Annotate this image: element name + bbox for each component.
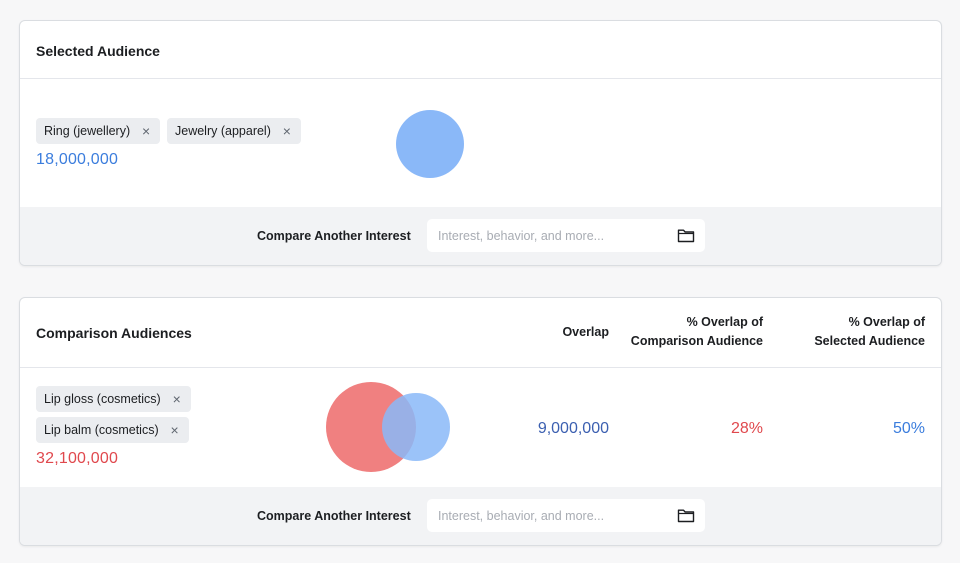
interest-chip-label: Lip balm (cosmetics) [44, 423, 159, 437]
compare-footer: Compare Another Interest [20, 207, 941, 265]
overlap-column-header: Overlap [562, 323, 609, 342]
selected-audience-circle [396, 110, 464, 178]
selected-audience-venn [396, 110, 464, 178]
folder-icon[interactable] [677, 228, 695, 243]
remove-chip-icon[interactable]: × [172, 391, 181, 407]
comparison-audiences-header: Comparison Audiences Overlap % Overlap o… [20, 298, 941, 368]
compare-label: Compare Another Interest [257, 509, 411, 523]
interest-chip-ring[interactable]: Ring (jewellery) × [36, 118, 161, 144]
selected-audience-card: Selected Audience Ring (jewellery) × Jew… [19, 20, 942, 266]
compare-interest-input[interactable] [427, 499, 667, 532]
pct-selected-label-line1: % Overlap of [848, 315, 925, 329]
interest-chip-label: Jewelry (apparel) [175, 124, 271, 138]
pct-comparison-column-header: % Overlap of Comparison Audience [631, 313, 763, 351]
selected-audience-title: Selected Audience [36, 43, 160, 59]
selected-audience-circle [382, 393, 450, 461]
remove-chip-icon[interactable]: × [142, 123, 151, 139]
comparison-audiences-title: Comparison Audiences [36, 325, 192, 341]
overlap-value: 9,000,000 [537, 420, 609, 437]
remove-chip-icon[interactable]: × [282, 123, 291, 139]
interest-chip-lip-gloss[interactable]: Lip gloss (cosmetics) × [36, 386, 191, 412]
comparison-venn-diagram [326, 382, 450, 472]
comparison-audiences-card: Comparison Audiences Overlap % Overlap o… [19, 297, 942, 546]
pct-comparison-label-line2: Comparison Audience [630, 334, 763, 348]
interest-chip-lip-balm[interactable]: Lip balm (cosmetics) × [36, 417, 189, 443]
overlap-column-label: Overlap [562, 325, 609, 339]
pct-selected-value: 50% [892, 420, 925, 437]
selected-audience-size: 18,000,000 [36, 151, 119, 168]
compare-search-box[interactable] [427, 219, 705, 252]
remove-chip-icon[interactable]: × [170, 422, 179, 438]
folder-icon[interactable] [677, 508, 695, 523]
pct-comparison-value: 28% [730, 420, 763, 437]
pct-comparison-label-line1: % Overlap of [686, 315, 763, 329]
compare-label: Compare Another Interest [257, 229, 411, 243]
compare-footer: Compare Another Interest [20, 487, 941, 545]
selected-audience-header: Selected Audience [20, 21, 941, 79]
pct-selected-label-line2: Selected Audience [814, 334, 925, 348]
pct-selected-column-header: % Overlap of Selected Audience [814, 313, 925, 351]
interest-chip-label: Lip gloss (cosmetics) [44, 392, 161, 406]
interest-chip-jewelry[interactable]: Jewelry (apparel) × [167, 118, 301, 144]
compare-search-box[interactable] [427, 499, 705, 532]
comparison-audience-size: 32,100,000 [36, 450, 119, 467]
interest-chip-label: Ring (jewellery) [44, 124, 131, 138]
compare-interest-input[interactable] [427, 219, 667, 252]
